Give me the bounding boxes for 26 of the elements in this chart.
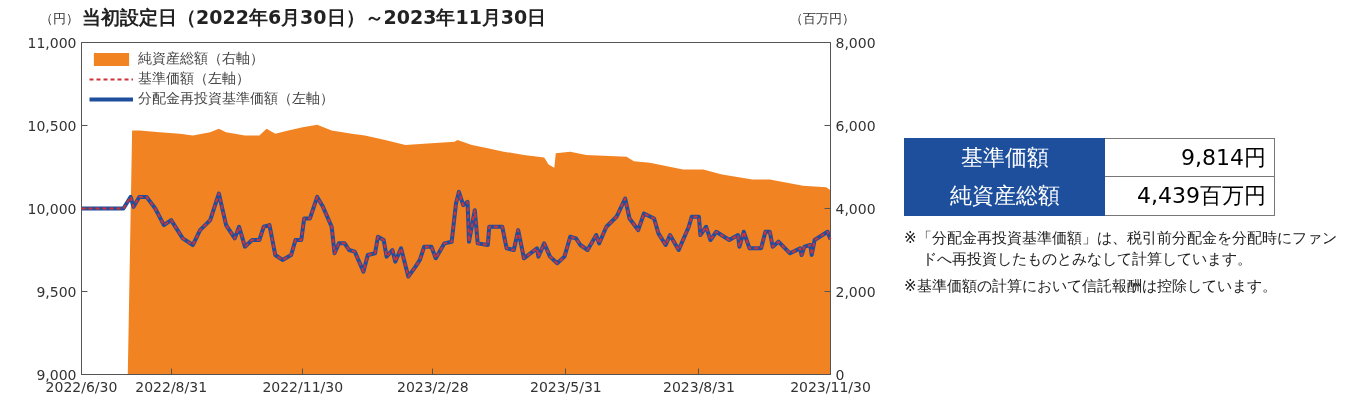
y2-tick-label: 6,000 bbox=[835, 117, 876, 134]
y2-axis-title: （百万円） bbox=[790, 10, 855, 28]
legend-label: 基準価額（左軸） bbox=[138, 70, 250, 88]
y-tick-label: 11,000 bbox=[27, 34, 77, 51]
x-tick-label: 2022/11/30 bbox=[262, 378, 344, 395]
text: ※「分配金再投資基準価額」は、税引前分配金を分配時にファンドへ再投資したものとみなして計算しています。 bbox=[904, 227, 1338, 270]
y-tick-label: 10,000 bbox=[27, 200, 77, 217]
text: 4,439百万円 bbox=[1104, 176, 1275, 216]
chart-title: 当初設定日（2022年6月30日）～2023年11月30日 bbox=[82, 5, 547, 30]
x-tick-label: 2023/5/31 bbox=[530, 378, 602, 395]
y2-tick-label: 0 bbox=[835, 366, 845, 383]
y-axis-title: （円） bbox=[40, 10, 79, 28]
text: 基準価額 bbox=[904, 138, 1105, 177]
y-tick-label: 9,500 bbox=[36, 283, 77, 300]
legend-label: 純資産総額（右軸） bbox=[138, 50, 264, 68]
y2-tick-label: 4,000 bbox=[835, 200, 876, 217]
y2-tick-label: 2,000 bbox=[835, 283, 876, 300]
x-tick-label: 2023/8/31 bbox=[663, 378, 735, 395]
y2-tick-label: 8,000 bbox=[835, 34, 876, 51]
text: 純資産総額 bbox=[904, 176, 1105, 216]
y-tick-label: 10,500 bbox=[27, 117, 77, 134]
x-tick-label: 2023/2/28 bbox=[396, 378, 469, 395]
legend-label: 分配金再投資基準価額（左軸） bbox=[138, 90, 334, 108]
x-tick-label: 2022/8/31 bbox=[135, 378, 208, 395]
text: ※基準価額の計算において信託報酬は控除しています。 bbox=[904, 275, 1278, 297]
text: 9,814円 bbox=[1104, 138, 1275, 177]
